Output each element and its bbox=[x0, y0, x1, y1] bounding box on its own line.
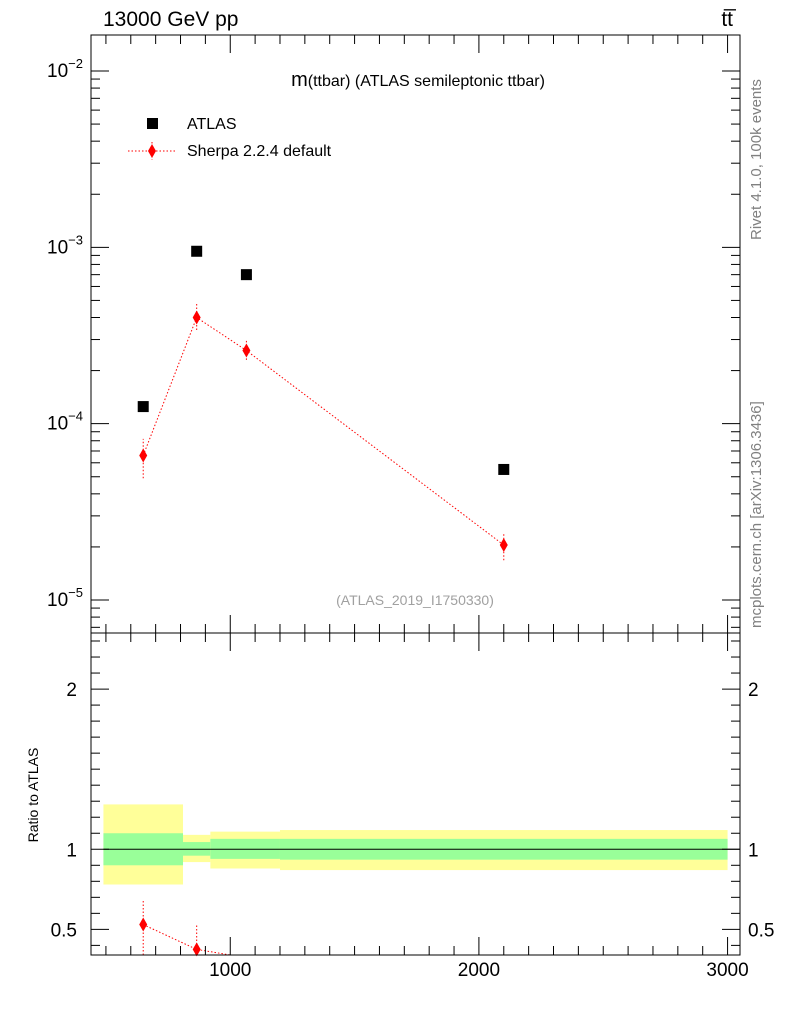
y-tick-mantissa: 10 bbox=[47, 237, 68, 258]
legend: ATLAS Sherpa 2.2.4 default bbox=[128, 116, 332, 160]
rivet-version-label: Rivet 4.1.0, 100k events bbox=[748, 79, 765, 240]
ratio-y-tick-label-left: 1 bbox=[66, 840, 77, 861]
ratio-y-axis-label: Ratio to ATLAS bbox=[25, 748, 41, 843]
ratio-sherpa-line bbox=[143, 924, 231, 956]
ratio-panel: 0.5 0.5 1 1 2 2 1000 2000 3000 Ratio to ATLAS bbox=[25, 632, 775, 981]
main-panel: 10−510−410−310−2 m(ttbar) (ATLAS semilep… bbox=[47, 34, 741, 634]
legend-marker-atlas bbox=[147, 118, 158, 129]
header-right: tt̅ bbox=[721, 8, 737, 31]
sherpa-point bbox=[499, 538, 508, 553]
x-tick-label: 2000 bbox=[458, 960, 500, 981]
main-title-symbol: m bbox=[291, 69, 308, 91]
y-tick-mantissa: 10 bbox=[47, 61, 68, 82]
ratio-y-tick-label-right: 2 bbox=[748, 680, 759, 701]
y-tick-label: 10−4 bbox=[47, 409, 83, 435]
ratio-y-tick-label-right: 1 bbox=[748, 840, 759, 861]
y-tick-exponent: −5 bbox=[68, 585, 83, 600]
x-tick-label: 1000 bbox=[209, 960, 251, 981]
header-left: 13000 GeV pp bbox=[103, 8, 238, 31]
main-y-tick-labels: 10−510−410−310−2 bbox=[47, 56, 83, 611]
y-tick-label: 10−2 bbox=[47, 56, 83, 82]
sherpa-point bbox=[139, 448, 148, 463]
main-data-marks bbox=[137, 245, 510, 561]
legend-entry-atlas: ATLAS bbox=[147, 116, 237, 133]
atlas-point bbox=[240, 269, 252, 281]
ratio-data-marks bbox=[139, 900, 231, 957]
sherpa-point bbox=[192, 310, 201, 325]
ratio-uncertainty-bands bbox=[103, 804, 728, 885]
y-tick-label: 10−3 bbox=[47, 232, 83, 258]
sherpa-line bbox=[142, 316, 505, 546]
y-tick-exponent: −4 bbox=[68, 409, 83, 424]
y-tick-mantissa: 10 bbox=[47, 414, 68, 435]
ratio-tick-labels: 0.5 0.5 1 1 2 2 1000 2000 3000 bbox=[51, 680, 775, 981]
sherpa-point bbox=[242, 343, 251, 358]
main-title: m(ttbar) (ATLAS semileptonic ttbar) bbox=[291, 69, 545, 91]
legend-marker-sherpa bbox=[148, 144, 156, 158]
analysis-watermark: (ATLAS_2019_I1750330) bbox=[336, 592, 494, 608]
y-tick-label: 10−5 bbox=[47, 585, 83, 611]
legend-label-atlas: ATLAS bbox=[187, 116, 237, 133]
atlas-point bbox=[498, 463, 510, 475]
ratio-sherpa-point bbox=[192, 942, 201, 957]
ratio-frame bbox=[90, 632, 741, 956]
main-title-rest: (ttbar) (ATLAS semileptonic ttbar) bbox=[308, 73, 545, 90]
main-axis-ticks bbox=[91, 35, 740, 633]
ratio-y-tick-label-right: 0.5 bbox=[748, 920, 774, 941]
legend-label-sherpa: Sherpa 2.2.4 default bbox=[187, 143, 332, 160]
ratio-axis-ticks bbox=[91, 633, 740, 955]
mcplots-label: mcplots.cern.ch [arXiv:1306.3436] bbox=[748, 401, 765, 628]
x-tick-label: 3000 bbox=[706, 960, 748, 981]
atlas-point bbox=[137, 401, 149, 413]
ratio-sherpa-point bbox=[139, 917, 148, 932]
y-tick-mantissa: 10 bbox=[47, 590, 68, 611]
atlas-point bbox=[191, 245, 203, 257]
legend-entry-sherpa: Sherpa 2.2.4 default bbox=[128, 142, 332, 160]
y-tick-exponent: −2 bbox=[68, 56, 83, 71]
y-tick-exponent: −3 bbox=[68, 232, 83, 247]
ratio-y-tick-label-left: 0.5 bbox=[51, 920, 77, 941]
ratio-y-tick-label-left: 2 bbox=[66, 680, 77, 701]
